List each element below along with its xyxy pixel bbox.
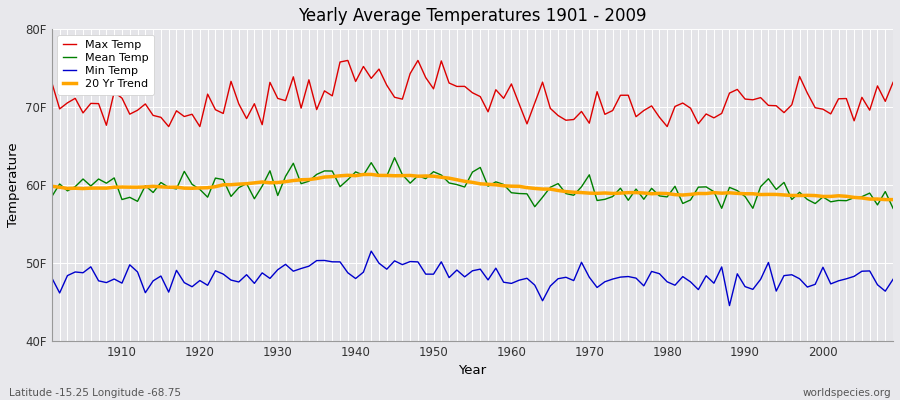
Line: Max Temp: Max Temp <box>52 60 893 126</box>
Max Temp <box>288 74 299 79</box>
Min Temp <box>365 249 376 254</box>
20 Yr Trend <box>365 172 376 177</box>
Mean Temp <box>280 174 291 179</box>
Min Temp <box>514 278 525 282</box>
Max Temp <box>335 60 346 64</box>
Text: worldspecies.org: worldspecies.org <box>803 388 891 398</box>
Line: Mean Temp: Mean Temp <box>52 158 893 208</box>
Max Temp <box>109 90 120 94</box>
Mean Temp <box>514 191 525 196</box>
20 Yr Trend <box>608 191 618 196</box>
Min Temp <box>280 262 291 267</box>
Mean Temp <box>109 176 120 180</box>
Min Temp <box>109 277 120 282</box>
Max Temp <box>342 58 353 63</box>
20 Yr Trend <box>514 184 525 189</box>
20 Yr Trend <box>887 197 898 202</box>
Title: Yearly Average Temperatures 1901 - 2009: Yearly Average Temperatures 1901 - 2009 <box>298 7 647 25</box>
Line: Min Temp: Min Temp <box>52 251 893 306</box>
Max Temp <box>514 102 525 106</box>
Line: 20 Yr Trend: 20 Yr Trend <box>52 174 893 200</box>
Max Temp <box>522 122 533 126</box>
Mean Temp <box>327 169 338 174</box>
Mean Temp <box>887 206 898 211</box>
20 Yr Trend <box>47 184 58 189</box>
Mean Temp <box>506 190 517 195</box>
Mean Temp <box>389 155 400 160</box>
20 Yr Trend <box>506 184 517 188</box>
Min Temp <box>887 277 898 282</box>
20 Yr Trend <box>109 185 120 190</box>
Max Temp <box>47 80 58 85</box>
Min Temp <box>327 260 338 264</box>
Y-axis label: Temperature: Temperature <box>7 143 20 227</box>
Min Temp <box>47 276 58 280</box>
X-axis label: Year: Year <box>458 364 487 377</box>
Max Temp <box>615 93 626 98</box>
Max Temp <box>163 124 174 129</box>
Text: Latitude -15.25 Longitude -68.75: Latitude -15.25 Longitude -68.75 <box>9 388 181 398</box>
20 Yr Trend <box>327 174 338 179</box>
Min Temp <box>506 281 517 286</box>
Min Temp <box>608 277 618 282</box>
Mean Temp <box>716 206 727 211</box>
Min Temp <box>724 303 735 308</box>
20 Yr Trend <box>280 179 291 184</box>
Max Temp <box>887 80 898 85</box>
Mean Temp <box>608 194 618 199</box>
Legend: Max Temp, Mean Temp, Min Temp, 20 Yr Trend: Max Temp, Mean Temp, Min Temp, 20 Yr Tre… <box>58 35 155 95</box>
Mean Temp <box>47 194 58 199</box>
